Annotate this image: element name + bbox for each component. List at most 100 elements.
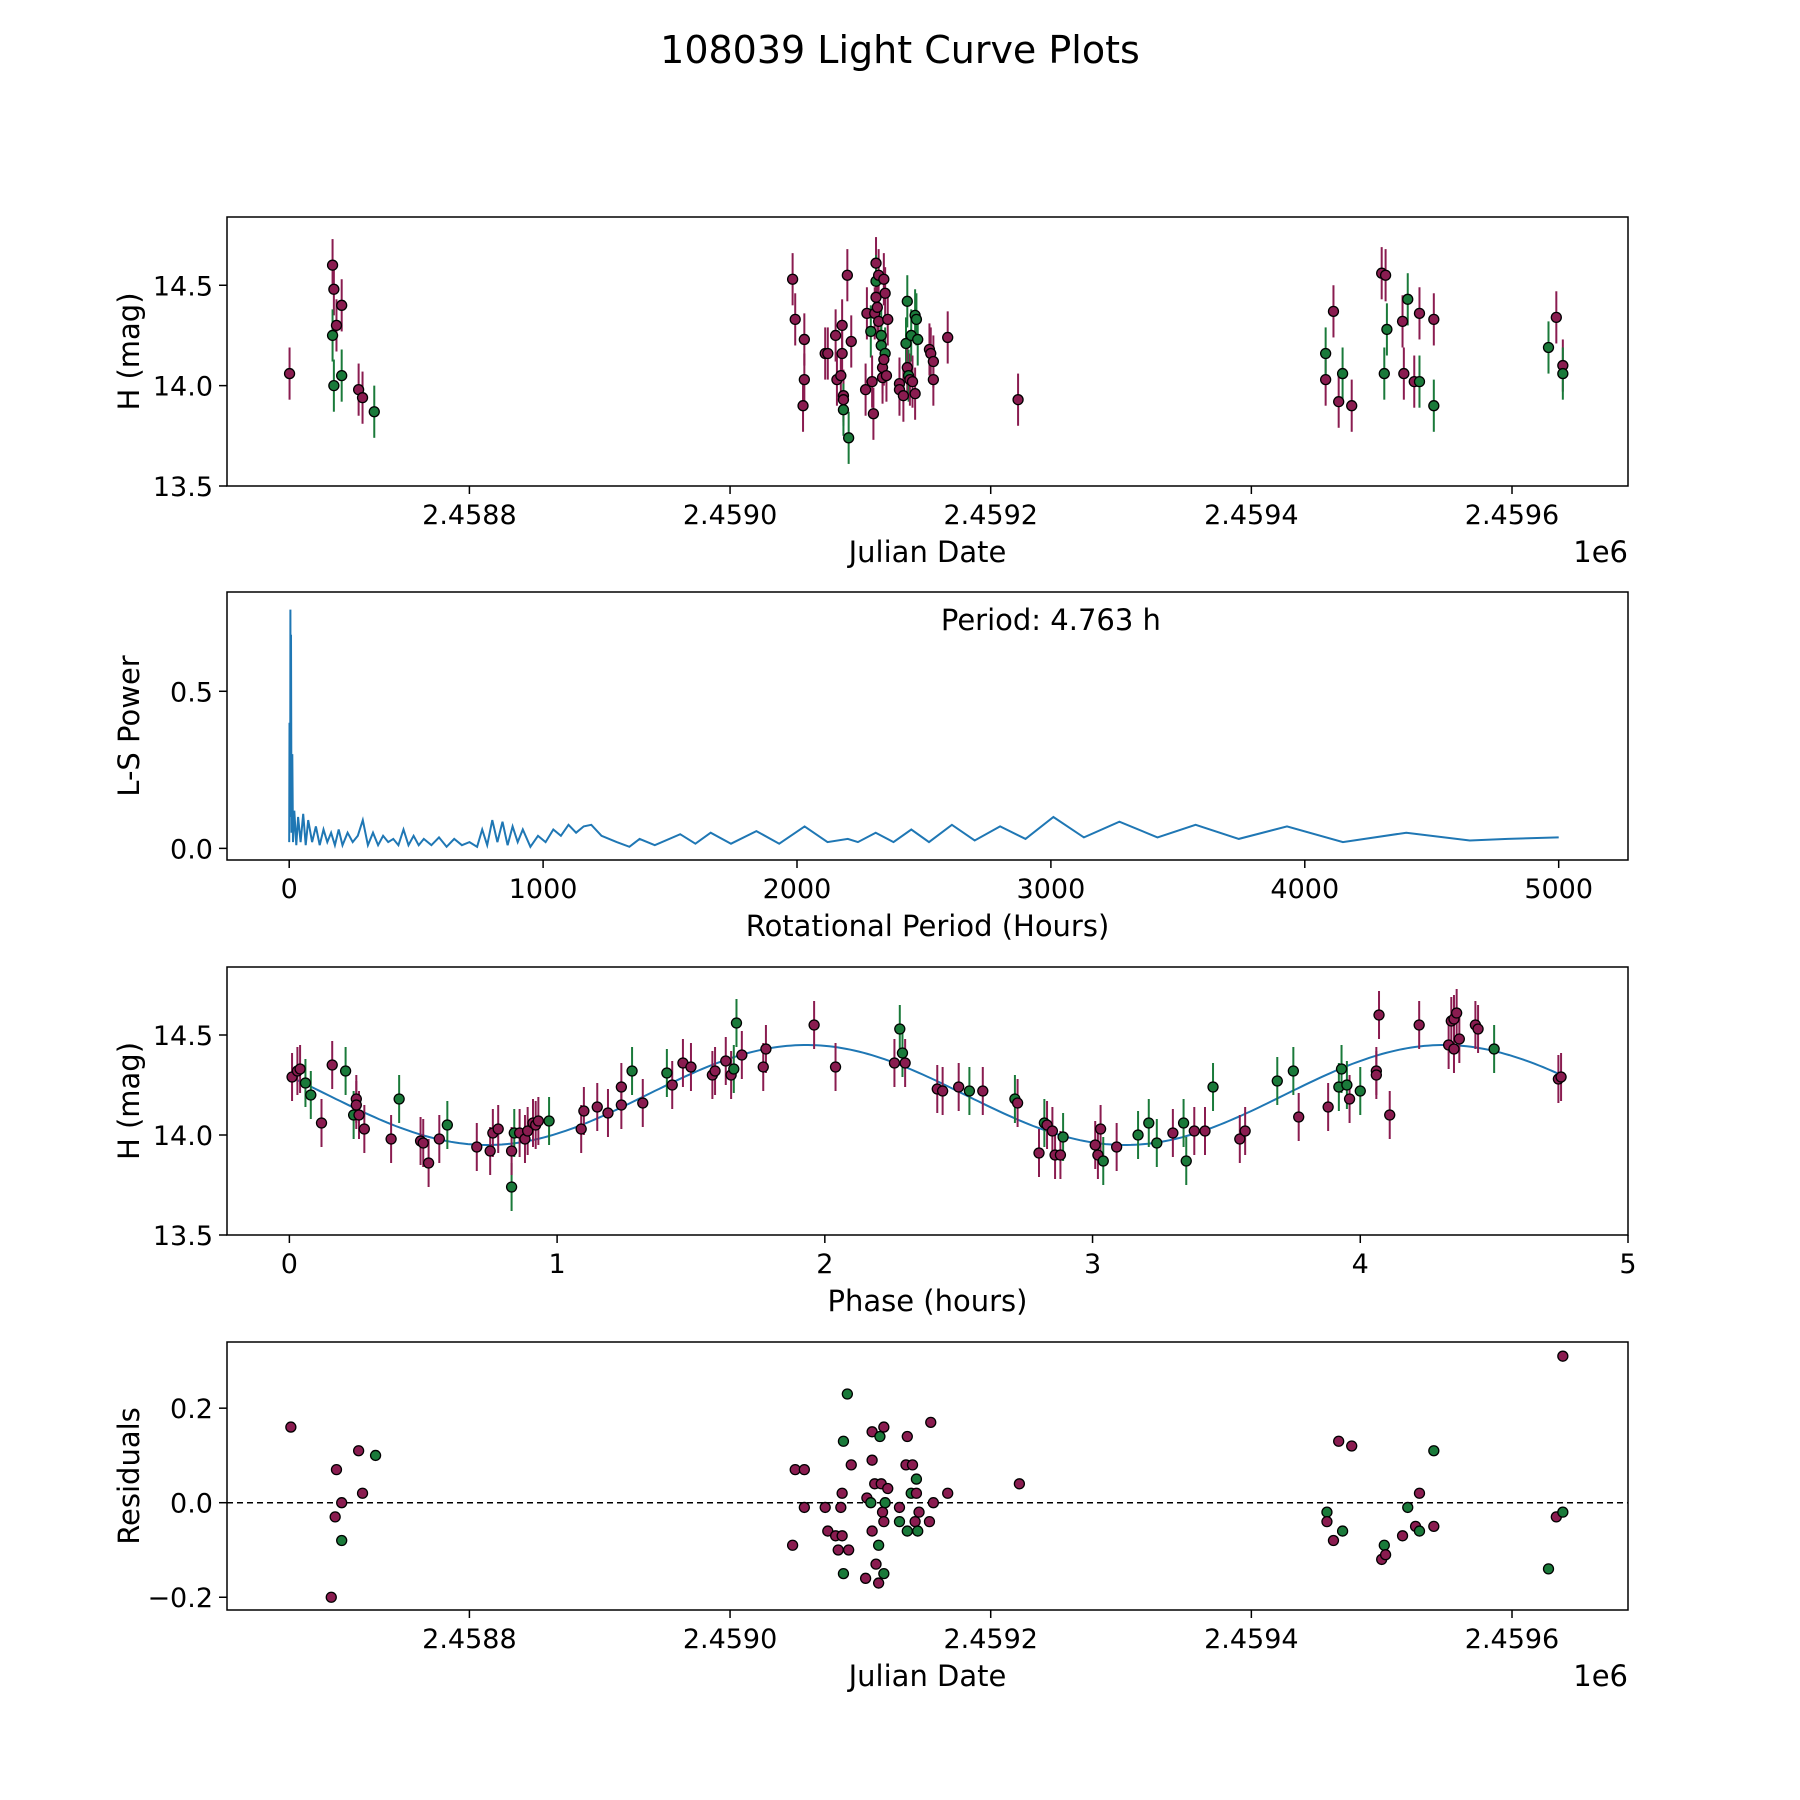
data-point-magenta (433, 1133, 445, 1145)
data-point-magenta (358, 1123, 370, 1135)
x-tick-label: 2.4592 (943, 1624, 1037, 1655)
data-point-magenta (866, 375, 878, 388)
data-point-magenta (615, 1081, 628, 1093)
data-point-green (368, 406, 380, 418)
data-point-magenta (1428, 313, 1440, 326)
data-point-magenta (878, 273, 890, 285)
x-tick-label: 2.4596 (1465, 1624, 1559, 1655)
data-point-magenta (953, 1081, 965, 1093)
model-fit-curve (288, 1044, 1565, 1146)
data-point-green (1413, 1525, 1426, 1537)
plot-area (283, 237, 1569, 464)
y-axis-label: H (mag) (112, 1042, 146, 1160)
data-point-magenta (1239, 1125, 1251, 1137)
data-point-magenta (1343, 1093, 1356, 1105)
data-point-green (1381, 323, 1393, 336)
data-point-green (900, 337, 912, 350)
panel-residuals: 2.4588 2.4590 2.4592 2.4594 2.4596 −0.2 0.0 0.2… (112, 1341, 1629, 1693)
data-point-magenta (879, 287, 891, 299)
data-point-magenta (906, 1459, 919, 1471)
data-point-green (893, 1515, 906, 1528)
data-point-green (369, 1449, 382, 1462)
data-point-green (1378, 367, 1390, 380)
period-annotation: Period: 4.763 h (941, 603, 1161, 637)
y-tick-label: 14.5 (153, 1021, 213, 1052)
data-point-magenta (1346, 1440, 1358, 1452)
x-axis-label: Rotational Period (Hours) (746, 909, 1110, 943)
data-point-green (1428, 400, 1440, 412)
axes-frame (226, 216, 1629, 487)
data-point-green (1097, 1155, 1109, 1167)
data-point-magenta (882, 1482, 894, 1495)
x-tick-label: 5 (1619, 1249, 1636, 1280)
x-tick-label: 2.4592 (943, 500, 1037, 531)
data-point-magenta (923, 1515, 936, 1528)
data-point-magenta (786, 1539, 799, 1551)
data-point-magenta (1094, 1123, 1107, 1135)
data-point-green (1177, 1117, 1190, 1129)
data-point-green (841, 1388, 853, 1400)
data-point-magenta (1555, 1071, 1567, 1083)
data-point-green (1488, 1043, 1500, 1055)
data-point-magenta (1333, 1435, 1345, 1447)
data-point-magenta (666, 1079, 678, 1091)
data-point-magenta (685, 1061, 697, 1073)
y-tick-label: 14.5 (153, 271, 213, 302)
data-point-magenta (760, 1043, 772, 1055)
data-point-magenta (798, 373, 810, 386)
data-point-magenta (942, 1487, 954, 1499)
data-point-magenta (798, 1463, 810, 1476)
data-point-magenta (859, 383, 872, 396)
y-axis-label: L-S Power (112, 655, 146, 796)
data-point-magenta (882, 313, 894, 326)
data-point-magenta (836, 1530, 848, 1542)
data-point-magenta (709, 1065, 721, 1077)
x-tick-label: 0 (281, 874, 298, 905)
data-point-green (505, 1181, 518, 1193)
data-point-green (1378, 1539, 1390, 1551)
x-tick-label: 3 (1084, 1249, 1101, 1280)
data-point-green (878, 1567, 890, 1580)
data-point-magenta (876, 1506, 889, 1518)
data-point-magenta (870, 257, 882, 269)
data-point-green (865, 1497, 877, 1509)
data-point-magenta (417, 1137, 429, 1149)
data-point-green (910, 1473, 923, 1485)
data-point-magenta (867, 408, 880, 420)
data-point-green (1057, 1131, 1069, 1143)
data-point-green (1557, 367, 1569, 380)
data-point-magenta (1413, 1019, 1425, 1031)
data-point-magenta (285, 1421, 297, 1433)
data-point-magenta (786, 273, 799, 285)
data-point-magenta (1199, 1125, 1211, 1137)
data-point-magenta (927, 1497, 940, 1509)
y-tick-label: 14.0 (153, 372, 213, 403)
data-point-magenta (326, 259, 339, 271)
data-point-magenta (901, 1430, 913, 1443)
data-point-green (901, 1525, 913, 1537)
data-point-magenta (822, 347, 834, 360)
data-point-magenta (1321, 1515, 1333, 1528)
data-point-green (837, 1435, 850, 1447)
data-point-magenta (1322, 1101, 1334, 1113)
x-tick-label: 1 (549, 1249, 566, 1280)
data-point-green (843, 432, 855, 444)
data-point-magenta (329, 1511, 341, 1523)
data-point-green (963, 1085, 976, 1097)
x-axis-label: Julian Date (847, 1659, 1007, 1693)
data-point-magenta (866, 1525, 878, 1537)
data-point-magenta (492, 1123, 504, 1135)
x-tick-label: 2.4594 (1204, 1624, 1298, 1655)
data-point-green (837, 1567, 850, 1580)
y-tick-label: 0.2 (170, 1394, 213, 1425)
data-point-magenta (1557, 1350, 1569, 1362)
data-point-magenta (1550, 311, 1562, 324)
data-point-green (1542, 341, 1555, 354)
data-point-green (901, 295, 913, 307)
data-point-green (1402, 293, 1414, 305)
data-point-magenta (283, 367, 296, 380)
data-point-magenta (326, 1059, 338, 1071)
data-point-magenta (909, 388, 921, 400)
axes-frame (226, 966, 1629, 1236)
data-point-green (910, 313, 923, 326)
